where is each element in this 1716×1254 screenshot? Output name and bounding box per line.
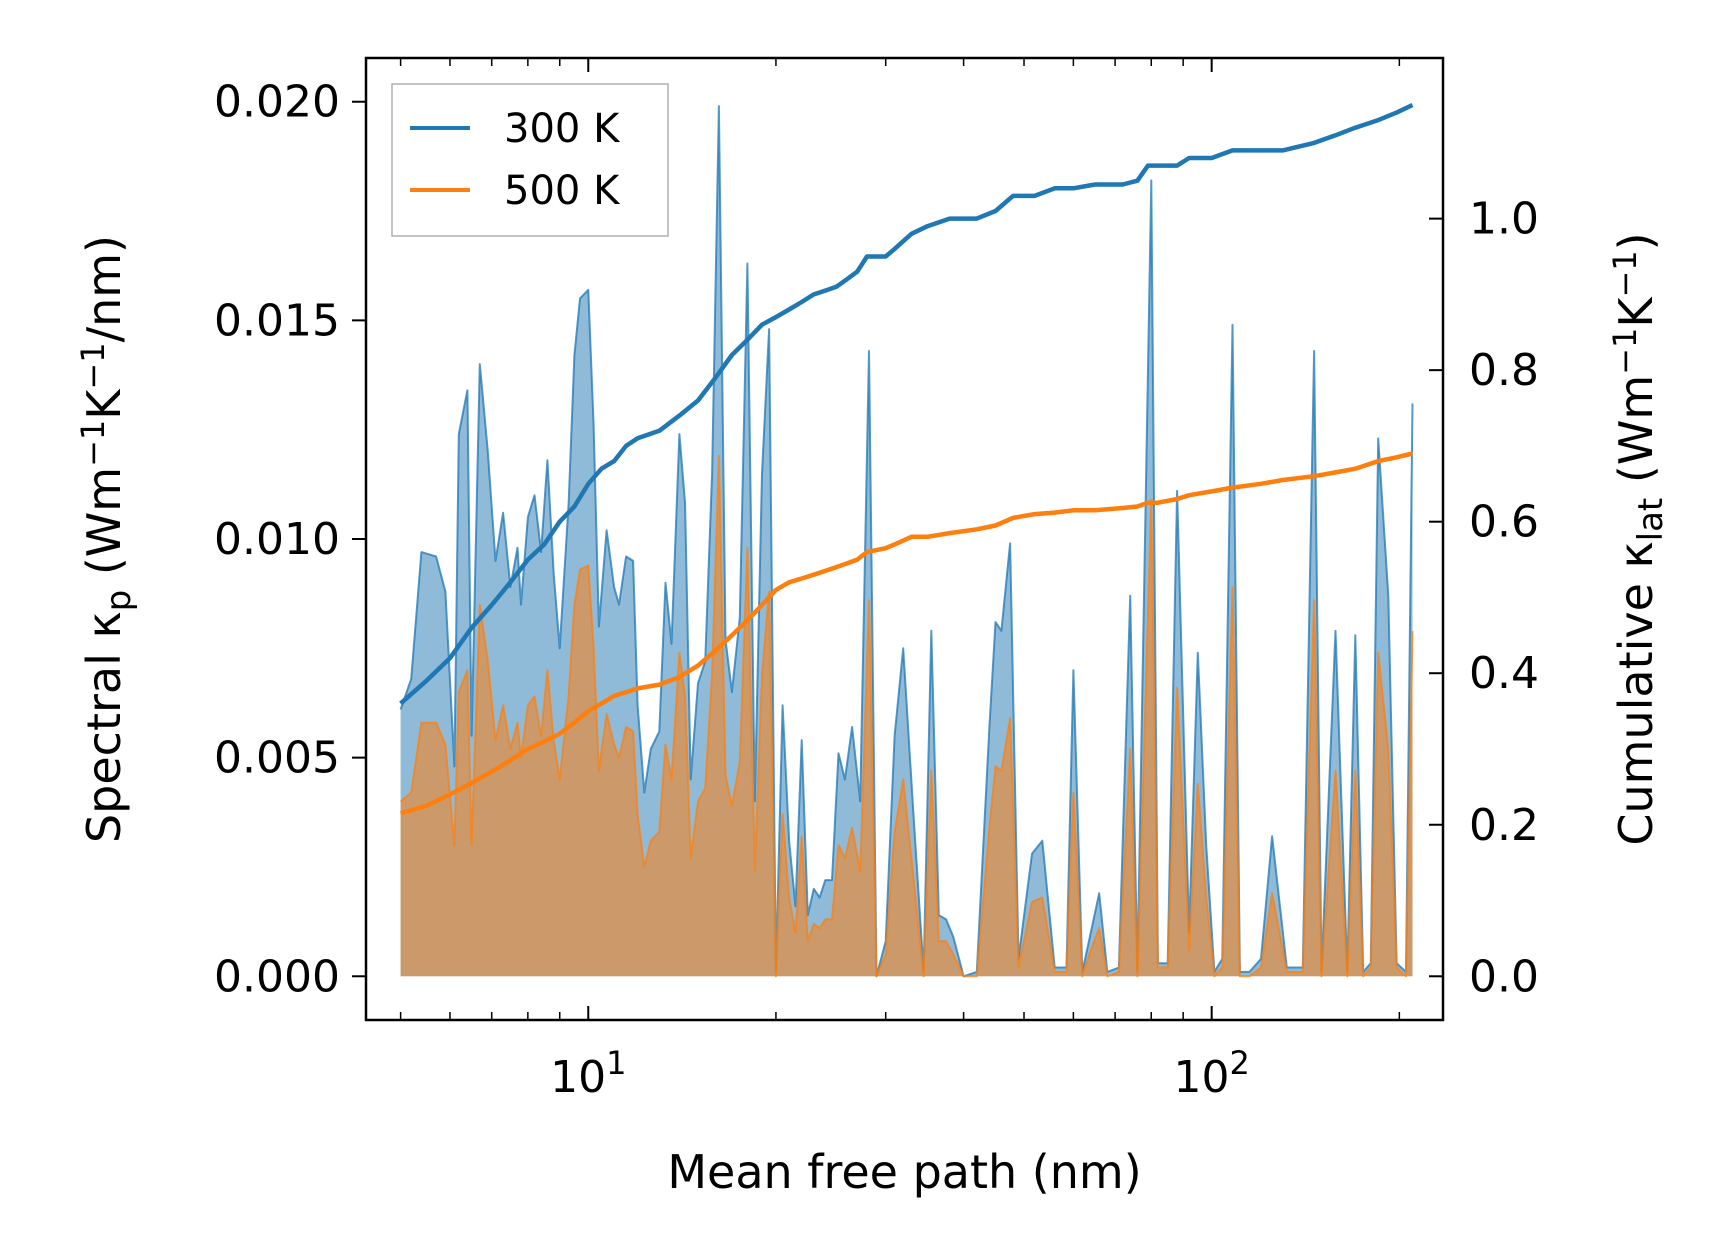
y-left-label-sup2: −1 [74, 342, 112, 389]
y-left-label-unit-close: /nm) [77, 235, 131, 342]
y-right-label-sup2: −1 [1606, 250, 1644, 297]
y-axis-right-title: Cumulative κlat (Wm−1K−1) [1606, 232, 1671, 845]
spectral-area-500k [400, 455, 1413, 977]
y-right-tick-label: 0.4 [1469, 648, 1539, 699]
plot-area [399, 102, 1414, 978]
y-right-label-sub: lat [1631, 498, 1671, 542]
legend-box [391, 83, 669, 237]
legend: 300 K 500 K [391, 83, 669, 237]
y-left-label-sup1: −1 [74, 420, 112, 467]
y-right-tick-label: 0.8 [1469, 345, 1539, 396]
x-tick-label: 102 [1173, 1044, 1249, 1103]
legend-label-500k: 500 K [504, 168, 621, 214]
x-tick-label-exp: 2 [1229, 1044, 1249, 1082]
y-left-label-mid: K [77, 388, 131, 420]
y-right-label-main: Cumulative κ [1609, 541, 1663, 845]
y-right-label-sup1: −1 [1606, 328, 1644, 375]
y-left-label-main: Spectral κ [77, 611, 131, 843]
y-right-tick-label: 0.6 [1469, 497, 1539, 548]
spectral-line-300k [399, 105, 1414, 978]
x-tick-label-base: 10 [1173, 1052, 1229, 1103]
y-right-label-unit-open: (Wm [1609, 375, 1663, 498]
y-left-tick-label: 0.005 [214, 733, 340, 784]
x-tick-label-base: 10 [550, 1052, 606, 1103]
y-axis-left-title: Spectral κp (Wm−1K−1/nm) [74, 235, 139, 843]
y-right-tick-label: 0.2 [1469, 800, 1539, 851]
y-right-label-unit-close: ) [1609, 232, 1663, 250]
spectral-area-300k [400, 106, 1413, 977]
legend-label-300k: 300 K [504, 106, 621, 152]
cumulative-line-300k [399, 102, 1414, 706]
x-tick-label: 101 [550, 1044, 626, 1103]
y-left-tick-label: 0.000 [214, 951, 340, 1002]
x-axis-title: Mean free path (nm) [667, 1145, 1141, 1199]
plot-series-group [399, 102, 1414, 978]
y-left-tick-label: 0.015 [214, 295, 340, 346]
y-left-tick-label: 0.010 [214, 514, 340, 565]
y-right-tick-label: 1.0 [1469, 194, 1539, 245]
axes: 101 1020.0000.0050.0100.0150.0200.00.20.4… [214, 56, 1539, 1103]
x-tick-label-exp: 1 [606, 1044, 626, 1082]
y-right-label-mid: K [1609, 296, 1663, 328]
y-left-label-unit-open: (Wm [77, 467, 131, 590]
y-left-label-sub: p [99, 590, 139, 612]
cumulative-line-500k [399, 451, 1414, 816]
y-right-tick-label: 0.0 [1469, 951, 1539, 1002]
spectral-line-500k [399, 454, 1414, 978]
y-left-tick-label: 0.020 [214, 77, 340, 128]
